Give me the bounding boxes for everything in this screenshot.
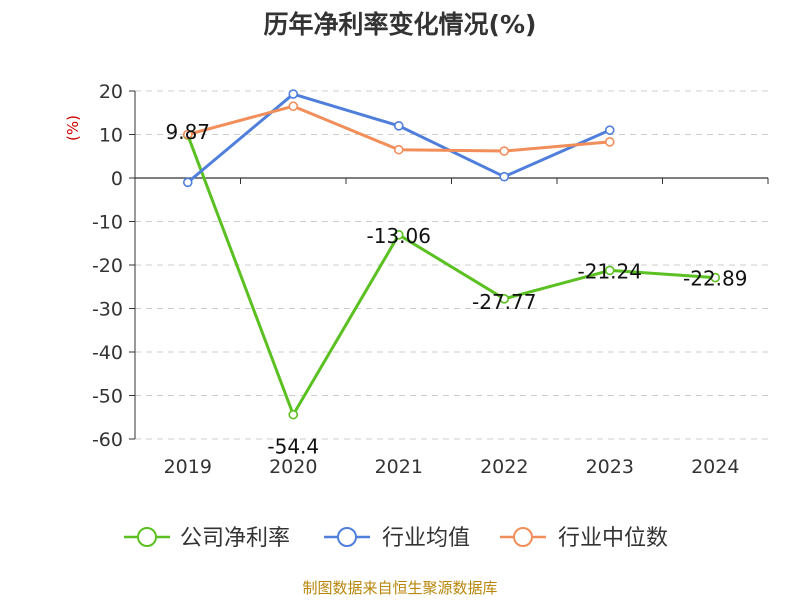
y-tick-label: -40 bbox=[92, 342, 123, 364]
data-point bbox=[182, 129, 193, 140]
data-labels: 9.87 -54.4 -13.06 -27.77 -21.24 -22.89 bbox=[165, 120, 747, 459]
y-tick-label: -10 bbox=[92, 212, 123, 234]
data-label: -27.77 bbox=[472, 290, 536, 314]
y-axis-label: (%) bbox=[64, 115, 82, 141]
data-label: -21.24 bbox=[578, 259, 642, 283]
y-tick-label: 0 bbox=[111, 168, 123, 190]
legend-label: 公司净利率 bbox=[180, 526, 290, 551]
x-tick-label: 2022 bbox=[480, 456, 528, 478]
y-tick-label: -20 bbox=[92, 255, 123, 277]
legend-marker bbox=[337, 527, 357, 547]
series-group bbox=[182, 89, 721, 420]
data-point bbox=[499, 171, 510, 182]
data-point bbox=[499, 146, 510, 156]
x-tick-label: 2020 bbox=[269, 456, 317, 478]
legend-marker bbox=[137, 527, 157, 547]
y-tick-label: -30 bbox=[92, 299, 123, 321]
y-tick-label: 20 bbox=[99, 81, 123, 103]
data-point bbox=[604, 125, 615, 135]
series-line-1 bbox=[186, 92, 611, 184]
legend-label: 行业均值 bbox=[382, 526, 470, 551]
data-point bbox=[499, 293, 510, 304]
gridlines bbox=[135, 90, 768, 440]
data-label: -54.4 bbox=[267, 435, 319, 459]
x-tick-label: 2024 bbox=[691, 456, 739, 478]
data-point bbox=[710, 272, 721, 283]
data-point bbox=[288, 101, 299, 112]
legend-marker bbox=[513, 527, 533, 547]
data-point bbox=[288, 409, 299, 420]
axes: 20 10 0 -10 -20 -30 -40 -50 -60 2019 2020 2021 2022 2… bbox=[92, 81, 769, 478]
data-point bbox=[182, 177, 193, 188]
source-note: 制图数据来自恒生聚源数据库 bbox=[302, 579, 497, 597]
data-point bbox=[393, 230, 404, 240]
chart-title: 历年净利率变化情况(%) bbox=[264, 10, 537, 39]
series-line-0 bbox=[186, 134, 716, 417]
data-point bbox=[604, 265, 615, 276]
x-tick-label: 2019 bbox=[164, 456, 212, 478]
y-tick-label: -50 bbox=[92, 386, 123, 408]
data-point bbox=[393, 121, 404, 131]
data-label: -22.89 bbox=[683, 267, 747, 291]
data-point bbox=[288, 89, 299, 99]
data-label: 9.87 bbox=[165, 120, 210, 144]
x-tick-label: 2021 bbox=[375, 456, 423, 478]
y-tick-label: 10 bbox=[99, 125, 123, 147]
data-label: -13.06 bbox=[367, 224, 431, 248]
legend-label: 行业中位数 bbox=[558, 526, 668, 551]
y-tick-label: -60 bbox=[92, 429, 123, 451]
legend: 公司净利率 行业均值 行业中位数 bbox=[124, 526, 668, 551]
data-point bbox=[604, 137, 615, 147]
x-tick-label: 2023 bbox=[586, 456, 634, 478]
data-point bbox=[393, 144, 404, 155]
